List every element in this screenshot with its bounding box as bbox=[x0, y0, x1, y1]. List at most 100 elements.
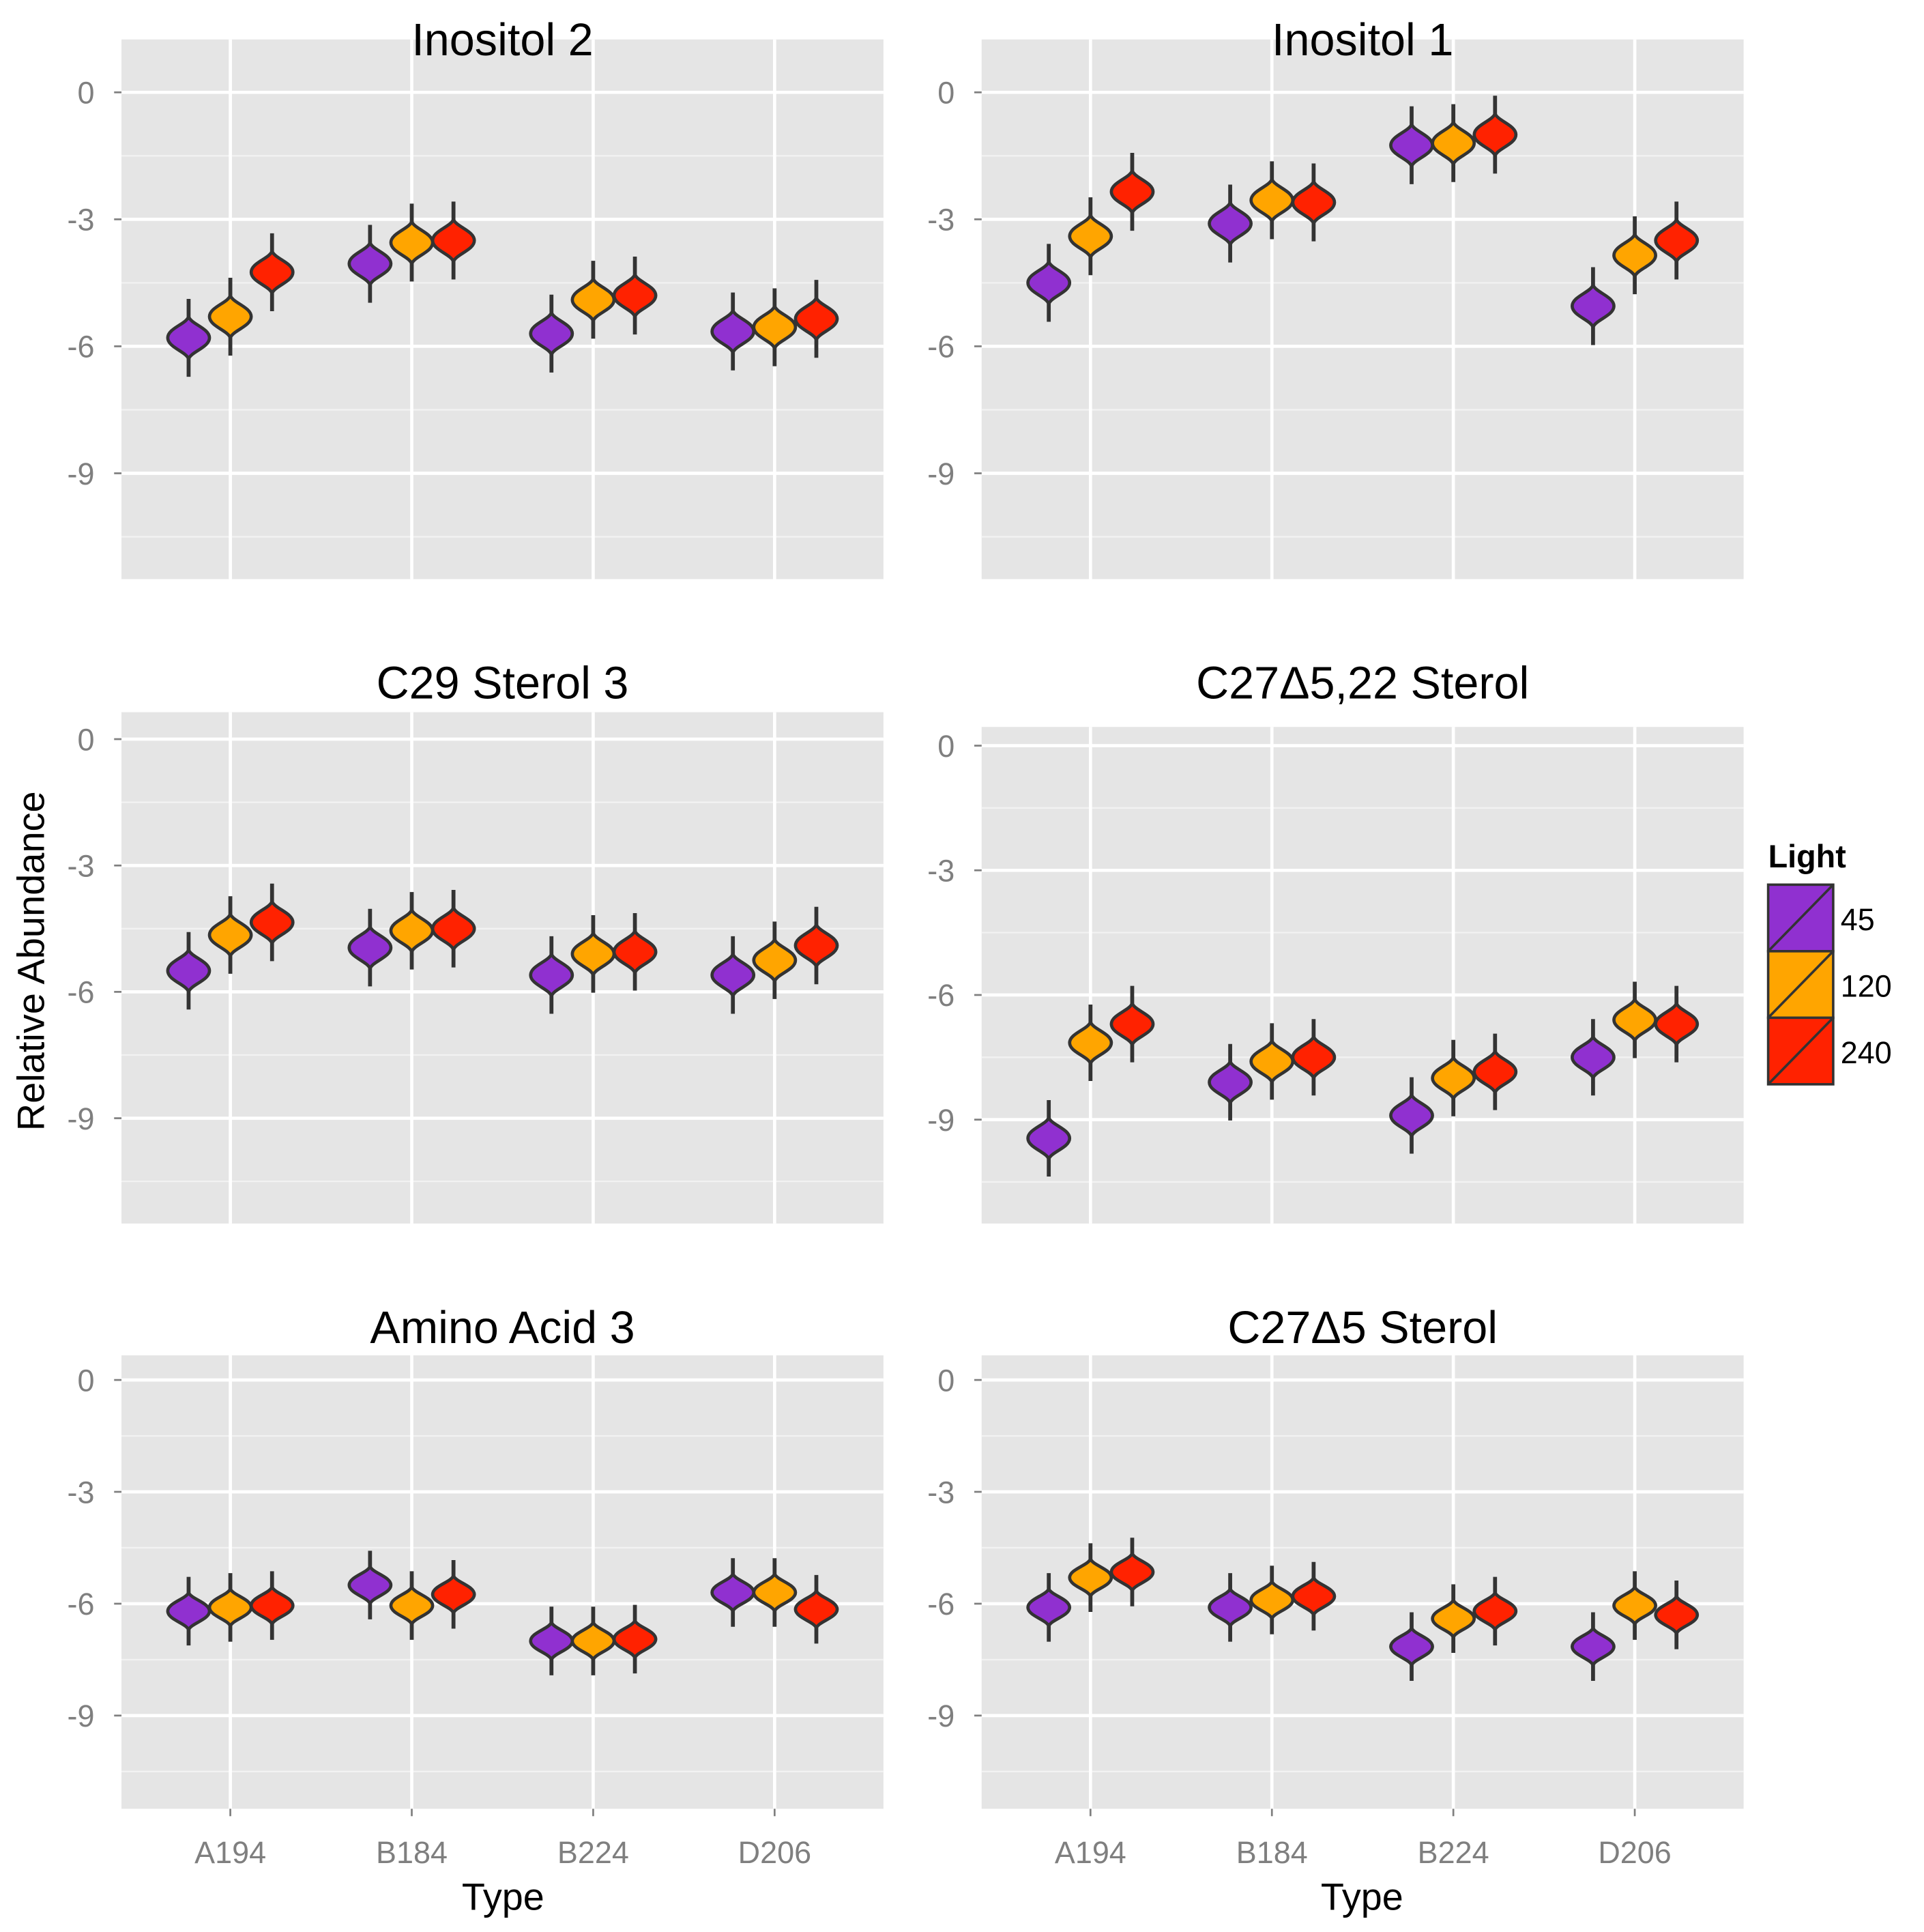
violin-45 bbox=[1571, 1623, 1616, 1670]
panel-title: Inositol 1 bbox=[1272, 15, 1453, 66]
violin-240 bbox=[1291, 1573, 1337, 1619]
y-tick-label: -9 bbox=[68, 1101, 95, 1136]
y-tick-label: 0 bbox=[937, 729, 954, 764]
y-tick-label: -6 bbox=[927, 330, 954, 364]
violin-240 bbox=[1472, 1046, 1518, 1098]
panel-title: C27Δ5,22 Sterol bbox=[1196, 659, 1529, 709]
y-tick-label: 0 bbox=[77, 75, 94, 110]
violin-240 bbox=[1654, 998, 1700, 1050]
panel-title: C27Δ5 Sterol bbox=[1227, 1303, 1498, 1353]
violin-45 bbox=[710, 305, 756, 358]
y-tick-label: -6 bbox=[68, 975, 95, 1010]
x-tick-label: B184 bbox=[1236, 1835, 1308, 1870]
violin-240 bbox=[249, 896, 295, 949]
violin-45 bbox=[529, 307, 574, 360]
violin-240 bbox=[612, 925, 658, 978]
violin-240 bbox=[431, 902, 476, 955]
panel-5: 0 -3 -6 -9 A194 B184 B224 D206 Amino Acid 3 bbox=[68, 1303, 884, 1870]
violin-120 bbox=[1431, 1052, 1476, 1104]
y-tick-label: -3 bbox=[927, 1475, 954, 1510]
violin-120 bbox=[1249, 1576, 1295, 1624]
legend-label: 240 bbox=[1841, 1035, 1892, 1070]
violin-45 bbox=[1026, 1584, 1072, 1631]
legend-label: 45 bbox=[1841, 902, 1875, 937]
violin-120 bbox=[752, 1569, 798, 1616]
panel-background bbox=[981, 39, 1744, 579]
violin-240 bbox=[1472, 108, 1518, 161]
violin-120 bbox=[389, 904, 435, 957]
y-axis-label: Relative Abundance bbox=[10, 791, 53, 1131]
violin-120 bbox=[1249, 1035, 1295, 1088]
legend-title: Light bbox=[1768, 839, 1847, 874]
x-tick-label: B184 bbox=[376, 1835, 448, 1870]
y-tick-label: -3 bbox=[68, 848, 95, 883]
violin-240 bbox=[431, 1571, 476, 1618]
legend-key-line bbox=[1767, 884, 1835, 953]
violin-45 bbox=[529, 949, 574, 1001]
violin-45 bbox=[1571, 280, 1616, 332]
violin-120 bbox=[1612, 229, 1657, 282]
violin-120 bbox=[1612, 1582, 1657, 1629]
violin-45 bbox=[347, 237, 393, 290]
violin-45 bbox=[1026, 1112, 1072, 1164]
x-axis-label-right: Type bbox=[1321, 1875, 1403, 1918]
violin-240 bbox=[612, 269, 658, 322]
legend-key-line bbox=[1767, 1017, 1835, 1086]
violin-120 bbox=[1431, 117, 1476, 170]
y-tick-label: -9 bbox=[927, 1699, 954, 1733]
panel-background bbox=[981, 727, 1744, 1224]
violin-45 bbox=[710, 1569, 756, 1616]
violin-120 bbox=[1431, 1595, 1476, 1642]
violin-45 bbox=[1571, 1031, 1616, 1084]
violin-45 bbox=[529, 1617, 574, 1664]
violin-45 bbox=[347, 1561, 393, 1609]
violin-45 bbox=[166, 1587, 212, 1634]
y-tick-label: 0 bbox=[937, 1363, 954, 1398]
violin-120 bbox=[1249, 174, 1295, 227]
violin-45 bbox=[1208, 1056, 1253, 1108]
y-tick-label: -6 bbox=[927, 978, 954, 1013]
violin-120 bbox=[570, 1617, 616, 1664]
violin-45 bbox=[166, 945, 212, 997]
y-tick-label: -9 bbox=[927, 1103, 954, 1138]
panel-title: Amino Acid 3 bbox=[370, 1303, 635, 1353]
violin-120 bbox=[207, 1584, 253, 1631]
y-tick-label: -6 bbox=[68, 330, 95, 364]
violin-120 bbox=[1612, 994, 1657, 1046]
x-tick-label: A194 bbox=[1055, 1835, 1126, 1870]
legend-label: 120 bbox=[1841, 969, 1892, 1004]
violin-120 bbox=[752, 301, 798, 354]
y-tick-label: -3 bbox=[927, 203, 954, 237]
violin-120 bbox=[207, 908, 253, 962]
panel-4: 0 -3 -6 -9 C27Δ5,22 Sterol bbox=[927, 659, 1744, 1224]
violin-120 bbox=[752, 934, 798, 987]
violin-120 bbox=[1068, 1017, 1113, 1069]
violin-45 bbox=[1389, 1623, 1434, 1670]
panel-title: C29 Sterol 3 bbox=[377, 659, 629, 709]
x-axis-label-left: Type bbox=[462, 1875, 544, 1918]
y-tick-label: 0 bbox=[77, 1363, 94, 1398]
violin-240 bbox=[431, 214, 476, 267]
x-tick-label: A194 bbox=[194, 1835, 266, 1870]
violin-45 bbox=[347, 921, 393, 974]
violin-240 bbox=[1291, 1031, 1337, 1084]
panel-title: Inositol 2 bbox=[411, 15, 593, 66]
violin-240 bbox=[1109, 1548, 1155, 1596]
y-tick-label: -3 bbox=[68, 203, 95, 237]
y-tick-label: -9 bbox=[68, 1699, 95, 1733]
violin-240 bbox=[249, 1582, 295, 1629]
violin-120 bbox=[389, 1582, 435, 1629]
panel-1: 0 -3 -6 -9 Inositol 2 bbox=[68, 15, 884, 579]
legend: Light 45 120 240 bbox=[1766, 839, 1892, 1086]
violin-120 bbox=[389, 216, 435, 269]
violin-240 bbox=[1291, 176, 1337, 229]
violin-45 bbox=[1389, 119, 1434, 172]
violin-45 bbox=[1208, 1584, 1253, 1631]
violin-45 bbox=[1026, 257, 1072, 309]
violin-120 bbox=[1068, 1554, 1113, 1601]
violin-240 bbox=[1472, 1587, 1518, 1634]
violin-240 bbox=[793, 292, 839, 345]
y-tick-label: -3 bbox=[68, 1475, 95, 1510]
panel-6: 0 -3 -6 -9 A194 B184 B224 D206 C27Δ5 Sterol bbox=[927, 1303, 1744, 1870]
panel-background bbox=[121, 1355, 884, 1809]
